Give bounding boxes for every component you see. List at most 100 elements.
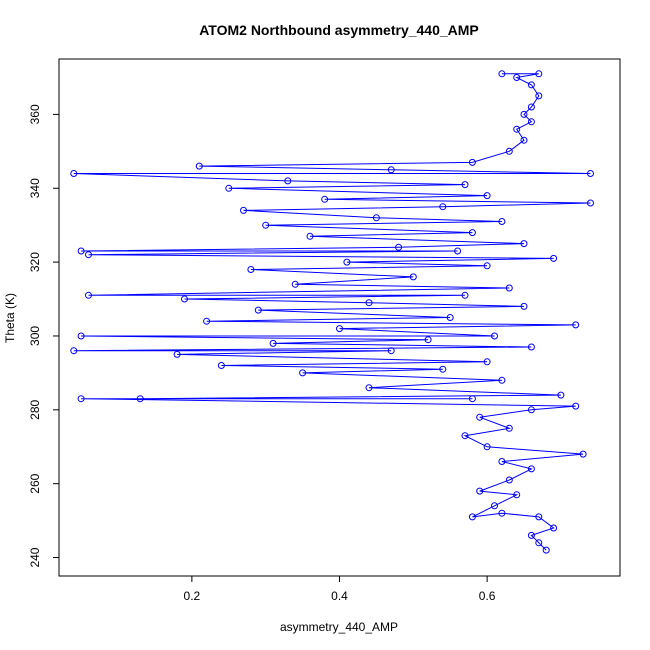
data-point xyxy=(372,214,380,222)
data-point xyxy=(77,247,85,255)
data-point xyxy=(550,254,558,262)
data-point xyxy=(136,395,144,403)
data-point xyxy=(498,509,506,517)
data-point xyxy=(284,177,292,185)
x-tick-label: 0.2 xyxy=(184,589,201,603)
data-point xyxy=(527,118,535,126)
data-point xyxy=(527,465,535,473)
data-point xyxy=(491,332,498,340)
data-point xyxy=(291,280,299,288)
data-point xyxy=(365,299,373,307)
data-point xyxy=(572,321,580,329)
y-tick-label: 340 xyxy=(28,178,42,198)
x-tick-label: 0.4 xyxy=(331,589,348,603)
data-point xyxy=(483,262,491,270)
data-point xyxy=(535,70,543,78)
data-point xyxy=(505,284,513,292)
data-point xyxy=(409,273,417,281)
data-point xyxy=(542,546,550,554)
data-point xyxy=(343,258,351,266)
data-point xyxy=(535,92,543,100)
y-tick-label: 280 xyxy=(28,399,42,419)
data-point xyxy=(269,339,277,347)
data-point xyxy=(520,110,528,118)
data-point xyxy=(321,195,329,203)
data-point xyxy=(461,181,469,189)
data-point xyxy=(483,358,491,366)
data-point xyxy=(498,218,506,225)
y-tick-label: 300 xyxy=(28,326,42,346)
data-point xyxy=(587,199,594,207)
data-point xyxy=(468,513,476,521)
data-point xyxy=(225,184,233,192)
data-point xyxy=(491,502,498,510)
data-point xyxy=(85,251,92,259)
y-axis: 240 260 280 300 320 340 360 xyxy=(28,104,59,568)
data-point xyxy=(498,70,506,78)
data-point xyxy=(587,170,594,177)
data-point xyxy=(498,376,506,384)
data-point xyxy=(254,306,262,314)
data-point xyxy=(527,103,535,111)
data-point xyxy=(579,450,587,458)
data-point xyxy=(262,221,270,229)
data-point xyxy=(527,81,535,89)
data-point xyxy=(498,458,506,465)
chart-title: ATOM2 Northbound asymmetry_440_AMP xyxy=(199,22,479,38)
data-point xyxy=(468,158,476,166)
data-point xyxy=(483,192,491,200)
data-point xyxy=(217,362,225,369)
data-point xyxy=(550,524,558,532)
data-point xyxy=(365,384,373,392)
series-layer xyxy=(70,70,594,554)
data-point xyxy=(306,232,314,240)
data-point xyxy=(535,513,543,521)
data-point xyxy=(77,395,85,403)
data-point xyxy=(513,491,521,499)
data-point xyxy=(468,395,476,403)
y-tick-label: 240 xyxy=(28,547,42,567)
data-point xyxy=(557,391,565,399)
data-point xyxy=(527,343,535,351)
x-axis: 0.2 0.4 0.6 xyxy=(184,576,496,603)
data-point xyxy=(454,247,462,255)
data-point xyxy=(527,531,535,539)
data-point xyxy=(520,302,528,310)
data-point xyxy=(70,170,78,177)
y-tick-label: 360 xyxy=(28,104,42,124)
data-point xyxy=(461,291,469,299)
data-point xyxy=(299,369,307,377)
x-axis-label: asymmetry_440_AMP xyxy=(280,620,398,634)
data-point xyxy=(439,365,447,373)
data-point xyxy=(513,74,521,81)
series-line xyxy=(73,73,591,551)
data-point xyxy=(513,125,521,133)
data-point xyxy=(181,295,188,303)
data-point xyxy=(240,206,247,214)
data-point xyxy=(476,487,484,495)
data-point xyxy=(483,443,491,451)
data-point xyxy=(387,166,395,174)
y-tick-label: 320 xyxy=(28,252,42,272)
data-point xyxy=(461,432,469,440)
data-point xyxy=(85,291,92,299)
data-point xyxy=(203,317,211,325)
data-point xyxy=(387,347,395,355)
data-point xyxy=(505,476,513,484)
data-point xyxy=(505,147,513,155)
data-point xyxy=(439,203,447,211)
data-point xyxy=(520,136,528,144)
data-point xyxy=(527,406,535,414)
data-point xyxy=(247,266,255,273)
data-point xyxy=(505,424,513,432)
x-tick-label: 0.6 xyxy=(479,589,496,603)
data-point xyxy=(520,240,528,248)
data-point xyxy=(424,336,432,344)
data-point xyxy=(195,162,203,170)
data-point xyxy=(476,413,484,421)
data-point xyxy=(173,350,181,358)
data-point xyxy=(446,314,454,321)
data-point xyxy=(395,243,403,251)
y-axis-label: Theta (K) xyxy=(3,293,17,343)
